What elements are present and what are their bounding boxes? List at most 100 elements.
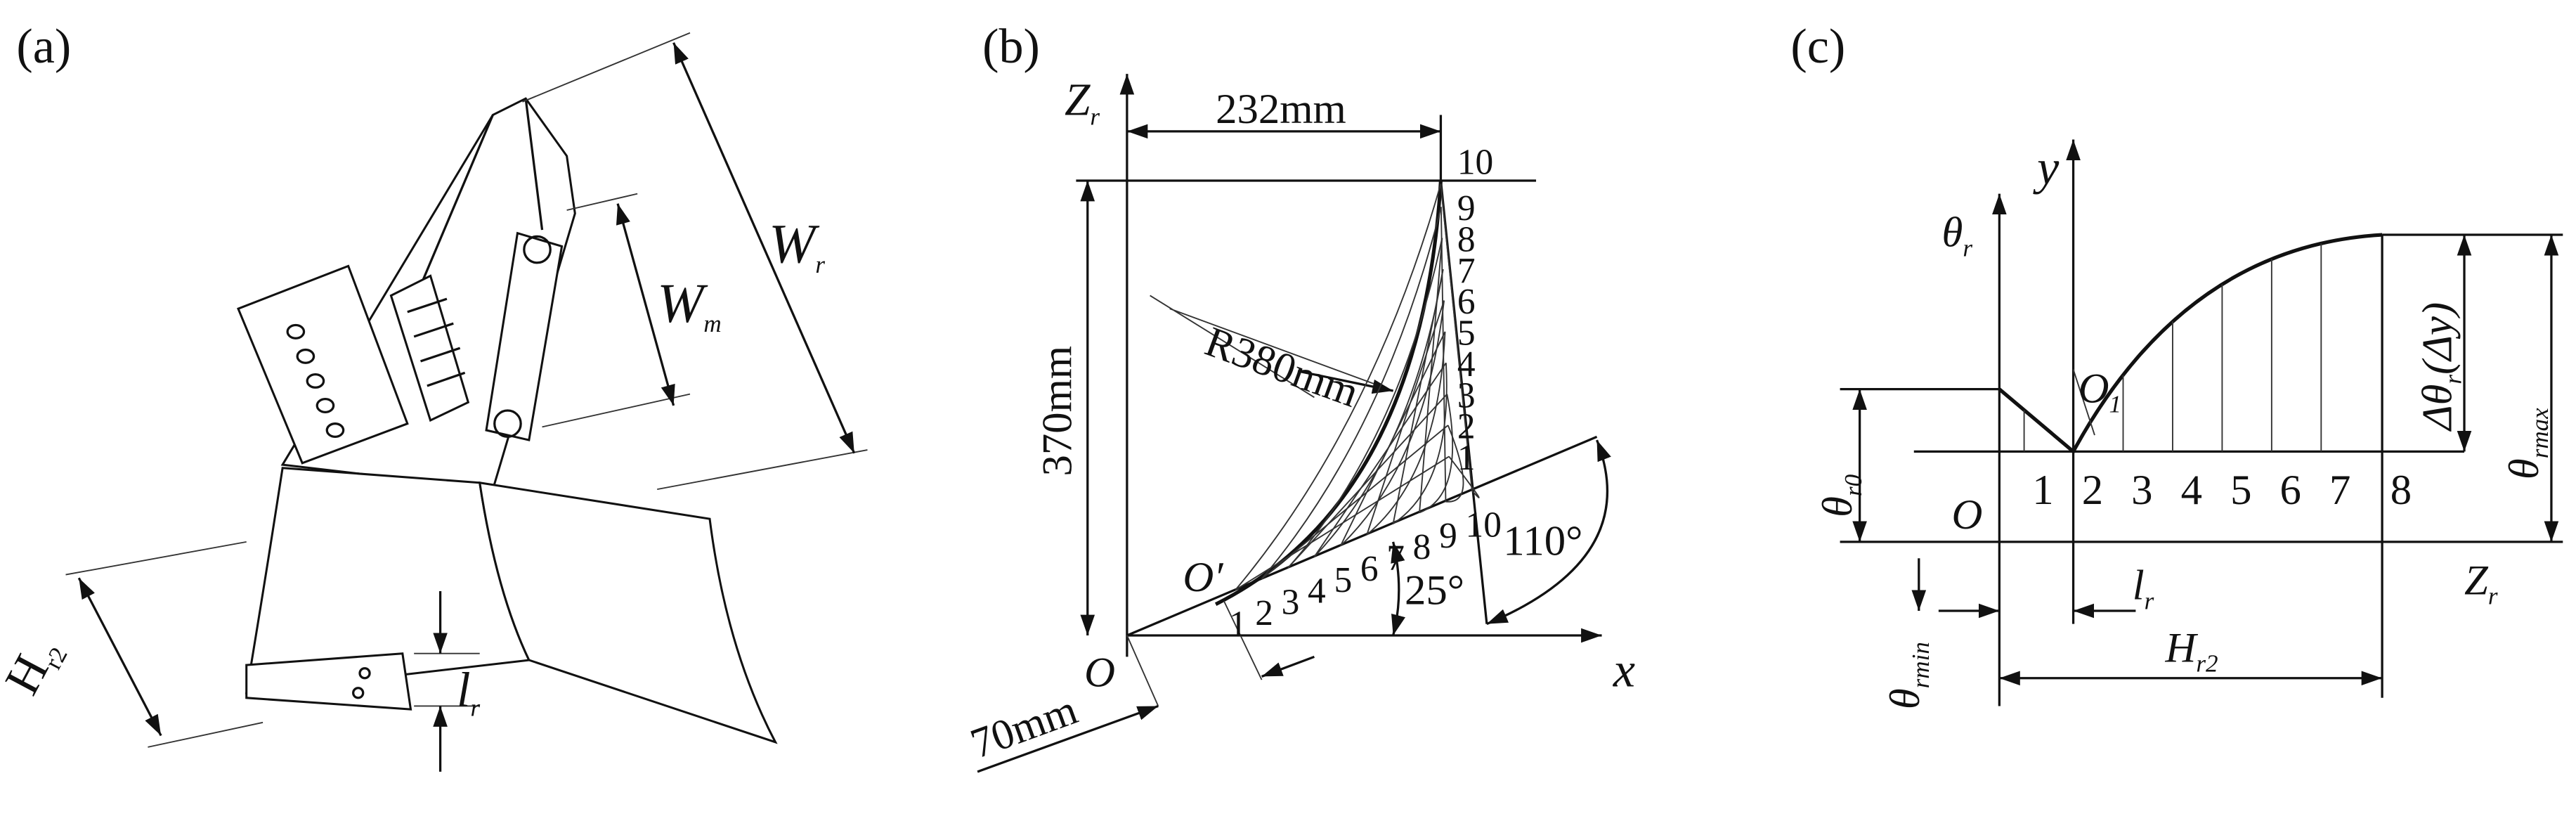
base: W bbox=[657, 273, 708, 335]
mesh-line bbox=[1261, 425, 1449, 580]
mesh-line bbox=[1287, 238, 1443, 569]
curve-point-label: 3 bbox=[1457, 375, 1476, 415]
theta-max: θrmax bbox=[2501, 408, 2554, 479]
station-label: 6 bbox=[2280, 467, 2301, 514]
mesh-line bbox=[1392, 269, 1444, 524]
sub: rmax bbox=[2526, 408, 2554, 458]
angle-small-label: 25° bbox=[1405, 567, 1464, 614]
ext-line bbox=[1126, 600, 1263, 706]
origin: O bbox=[1084, 649, 1115, 696]
base-point-label: 4 bbox=[1308, 571, 1326, 612]
path bbox=[65, 32, 868, 748]
mesh-line bbox=[1235, 183, 1442, 590]
mesh-line bbox=[1393, 363, 1448, 524]
delta-label: Δθr(Δy) bbox=[2414, 302, 2466, 432]
sub: r bbox=[470, 694, 480, 722]
hole-plate bbox=[237, 264, 409, 465]
sub: m bbox=[703, 310, 721, 337]
mesh-line bbox=[1313, 362, 1447, 557]
panel-label: (c) bbox=[1790, 20, 1845, 74]
line bbox=[616, 203, 675, 406]
bolt bbox=[358, 667, 371, 680]
station-label: 4 bbox=[2181, 467, 2202, 514]
sub: r bbox=[2488, 583, 2498, 610]
mesh-line bbox=[1448, 455, 1480, 498]
base-point-label: 6 bbox=[1360, 549, 1379, 589]
line bbox=[672, 42, 856, 454]
base-point-label: 5 bbox=[1334, 560, 1352, 600]
radius-label: R380mm bbox=[1199, 318, 1365, 416]
sub: r bbox=[2145, 588, 2154, 615]
mesh-line bbox=[1366, 331, 1446, 536]
curve-point-label: 6 bbox=[1457, 282, 1476, 322]
theta-curve bbox=[1998, 233, 2383, 455]
dim-lr: lr bbox=[457, 664, 480, 722]
base: O bbox=[2079, 365, 2109, 412]
angle-large-label: 110° bbox=[1503, 518, 1582, 565]
curve-point-label: 4 bbox=[1457, 344, 1476, 384]
axis-z-label: Zr bbox=[2464, 557, 2498, 610]
station-label: 5 bbox=[2230, 467, 2251, 514]
sub: r0 bbox=[1840, 474, 1867, 496]
mesh-line bbox=[1339, 331, 1446, 546]
leader bbox=[2072, 369, 2095, 436]
dimensions bbox=[65, 32, 868, 772]
mesh-line bbox=[1261, 207, 1442, 580]
sub: r bbox=[815, 251, 825, 278]
bolt bbox=[493, 409, 522, 439]
dim-offset bbox=[1261, 655, 1315, 678]
base: l bbox=[457, 664, 470, 718]
mesh-line bbox=[1287, 394, 1448, 569]
curve-point-label: 7 bbox=[1457, 251, 1476, 291]
base-point-label: 2 bbox=[1255, 593, 1273, 633]
station-label: 8 bbox=[2390, 467, 2412, 514]
base: Δθ bbox=[2414, 384, 2461, 432]
ellipse bbox=[296, 348, 316, 364]
dim-hr2: Hr2 bbox=[0, 628, 73, 705]
curve-point-label: 2 bbox=[1457, 407, 1476, 447]
radius-arrow bbox=[1297, 370, 1393, 394]
share bbox=[245, 652, 412, 711]
base: θ bbox=[1814, 496, 1861, 517]
base: θ bbox=[2501, 458, 2548, 479]
base: H bbox=[2164, 624, 2198, 671]
dim-wr: Wr bbox=[769, 214, 825, 278]
dim-wm: Wm bbox=[657, 273, 722, 337]
base-point-label: 10 bbox=[1466, 505, 1502, 545]
leader bbox=[1150, 295, 1393, 399]
tail: (Δy) bbox=[2414, 302, 2461, 375]
ellipse bbox=[286, 323, 306, 340]
sub: r bbox=[1963, 234, 1972, 261]
base: l bbox=[2133, 562, 2145, 609]
sub: r bbox=[2439, 375, 2466, 384]
width-label: 232mm bbox=[1216, 86, 1346, 133]
angle-110 bbox=[1486, 439, 1611, 626]
height-label: 370mm bbox=[1034, 346, 1081, 477]
axis-theta-label: θr bbox=[1942, 209, 1973, 261]
mesh-line bbox=[1419, 394, 1454, 514]
sub: r bbox=[1090, 103, 1100, 131]
axis-x-label: x bbox=[1613, 643, 1635, 697]
curve-point-label: 5 bbox=[1457, 313, 1476, 354]
line bbox=[77, 577, 162, 737]
axis-y-label: y bbox=[2033, 141, 2060, 195]
theta-min: θrmin bbox=[1882, 642, 1934, 709]
dim-hr2-label: Hr2 bbox=[2164, 624, 2218, 677]
base: Z bbox=[2464, 557, 2489, 605]
bolt bbox=[523, 235, 552, 264]
mesh-line bbox=[1440, 183, 1473, 491]
base: Z bbox=[1065, 75, 1091, 126]
base-point-label: 8 bbox=[1413, 527, 1431, 567]
origin-prime: O′ bbox=[1183, 554, 1224, 601]
base-point-label: 1 bbox=[1229, 605, 1247, 645]
right-blade bbox=[478, 481, 778, 744]
dim-offset bbox=[977, 704, 1159, 773]
base: θ bbox=[1942, 209, 1963, 256]
panel-label: (a) bbox=[16, 20, 71, 74]
theta-r0: θr0 bbox=[1814, 474, 1867, 517]
ellipse bbox=[306, 373, 325, 389]
station-label: 1 bbox=[2032, 467, 2053, 514]
ellipse bbox=[316, 398, 335, 413]
